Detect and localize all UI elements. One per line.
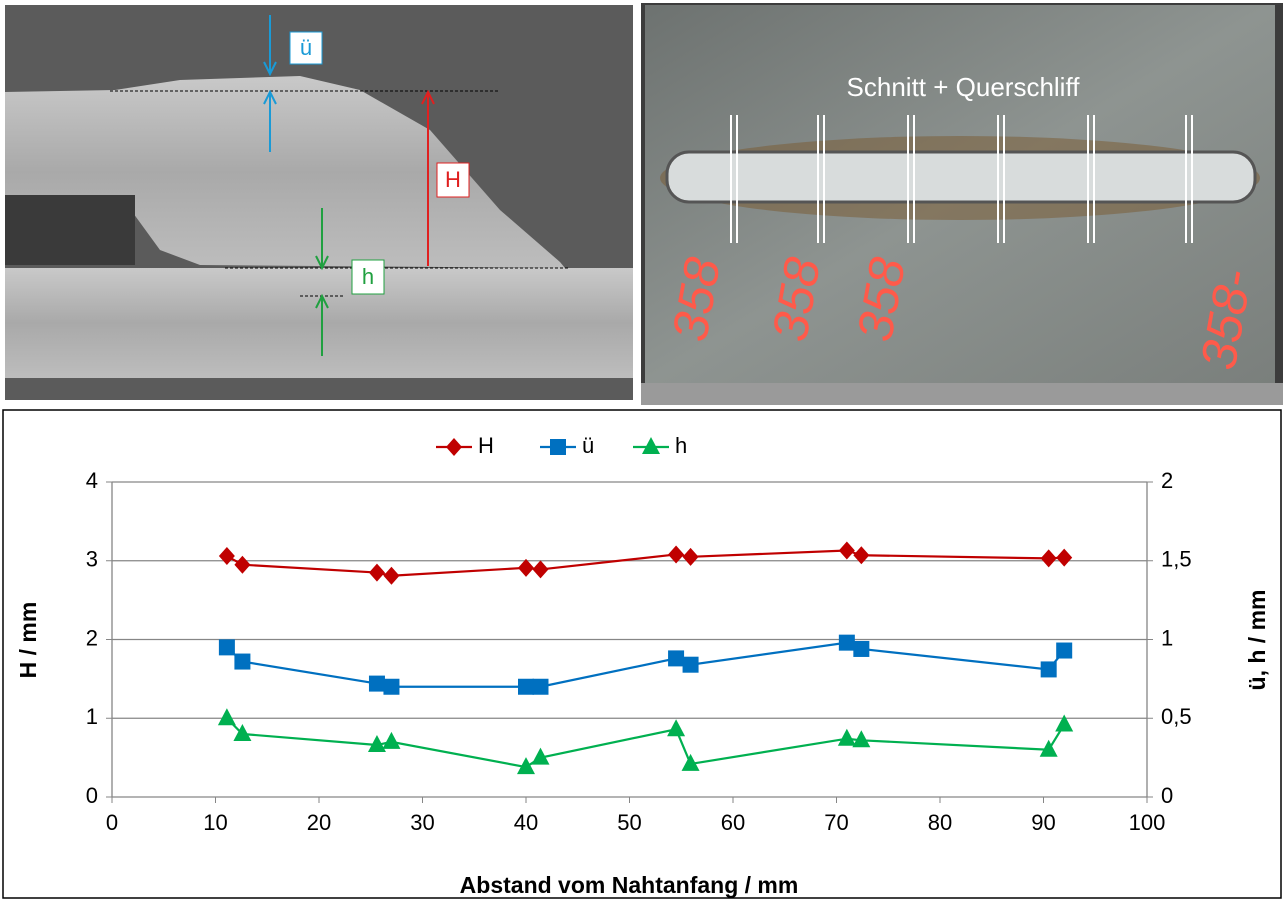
marker (852, 730, 871, 748)
x-tick-label: 60 (721, 810, 745, 835)
y-tick-label: 3 (86, 547, 98, 572)
marker (550, 439, 566, 455)
x-tick-label: 20 (307, 810, 331, 835)
marker (518, 558, 534, 577)
marker (668, 545, 685, 564)
x-tick-label: 30 (410, 810, 434, 835)
y-tick-label: 1 (86, 704, 98, 729)
marker (682, 656, 699, 673)
x-tick-label: 90 (1031, 810, 1055, 835)
legend-label: h (675, 433, 687, 458)
marker (234, 555, 251, 574)
x-tick-label: 80 (928, 810, 952, 835)
marker (218, 639, 235, 656)
marker (1039, 739, 1058, 757)
marker (1040, 549, 1057, 568)
x-tick-label: 50 (617, 810, 641, 835)
marker (518, 678, 534, 695)
marker (382, 731, 401, 749)
marker (682, 547, 699, 566)
y2-tick-label: 2 (1161, 468, 1173, 493)
marker (531, 747, 550, 765)
chart-frame (2, 409, 1282, 899)
marker (368, 563, 385, 582)
weld-plate-photo: Schnitt + Querschliff 358 358 358 358- (641, 3, 1283, 405)
series-line (226, 717, 1066, 769)
marker (446, 438, 462, 456)
series-line (226, 641, 1066, 688)
legend-label: ü (582, 433, 594, 458)
marker (837, 728, 856, 746)
marker (667, 719, 686, 737)
label-ue: ü (300, 35, 312, 60)
marker (853, 640, 870, 657)
y2-tick-label: 0,5 (1161, 704, 1192, 729)
marker (668, 650, 685, 667)
marker (1056, 642, 1073, 659)
marker (217, 708, 236, 726)
x-tick-label: 0 (106, 810, 118, 835)
marker (838, 541, 855, 560)
x-tick-label: 40 (514, 810, 538, 835)
y2-tick-label: 1,5 (1161, 547, 1192, 572)
series-line (226, 549, 1065, 577)
marker (368, 675, 385, 692)
label-h-total: H (445, 167, 461, 192)
marker (233, 724, 252, 741)
marker (532, 678, 549, 695)
cross-section-photo: ü H h (5, 5, 633, 400)
marker (838, 634, 855, 651)
marker (383, 678, 400, 695)
y-tick-label: 0 (86, 783, 98, 808)
y-tick-label: 2 (86, 625, 98, 650)
marker (367, 735, 386, 753)
y2-tick-label: 1 (1161, 625, 1173, 650)
x-tick-label: 100 (1129, 810, 1166, 835)
marker (1040, 661, 1057, 678)
y-axis-title: H / mm (15, 602, 41, 679)
marker (383, 566, 400, 585)
marker (1056, 548, 1073, 567)
marker (642, 437, 660, 454)
marker (853, 546, 870, 565)
marker (517, 757, 535, 775)
marker (218, 547, 235, 566)
label-h: h (362, 264, 374, 289)
y2-tick-label: 0 (1161, 783, 1173, 808)
y-tick-label: 4 (86, 468, 98, 493)
x-axis-title: Abstand vom Nahtanfang / mm (460, 872, 799, 898)
x-tick-label: 70 (824, 810, 848, 835)
legend-label: H (478, 433, 494, 458)
marker (1055, 714, 1074, 732)
x-tick-label: 10 (203, 810, 227, 835)
marker (234, 653, 251, 670)
marker (681, 753, 700, 771)
marker (532, 560, 549, 579)
y2-axis-title: ü, h / mm (1244, 590, 1270, 691)
plate-caption: Schnitt + Querschliff (847, 72, 1081, 102)
